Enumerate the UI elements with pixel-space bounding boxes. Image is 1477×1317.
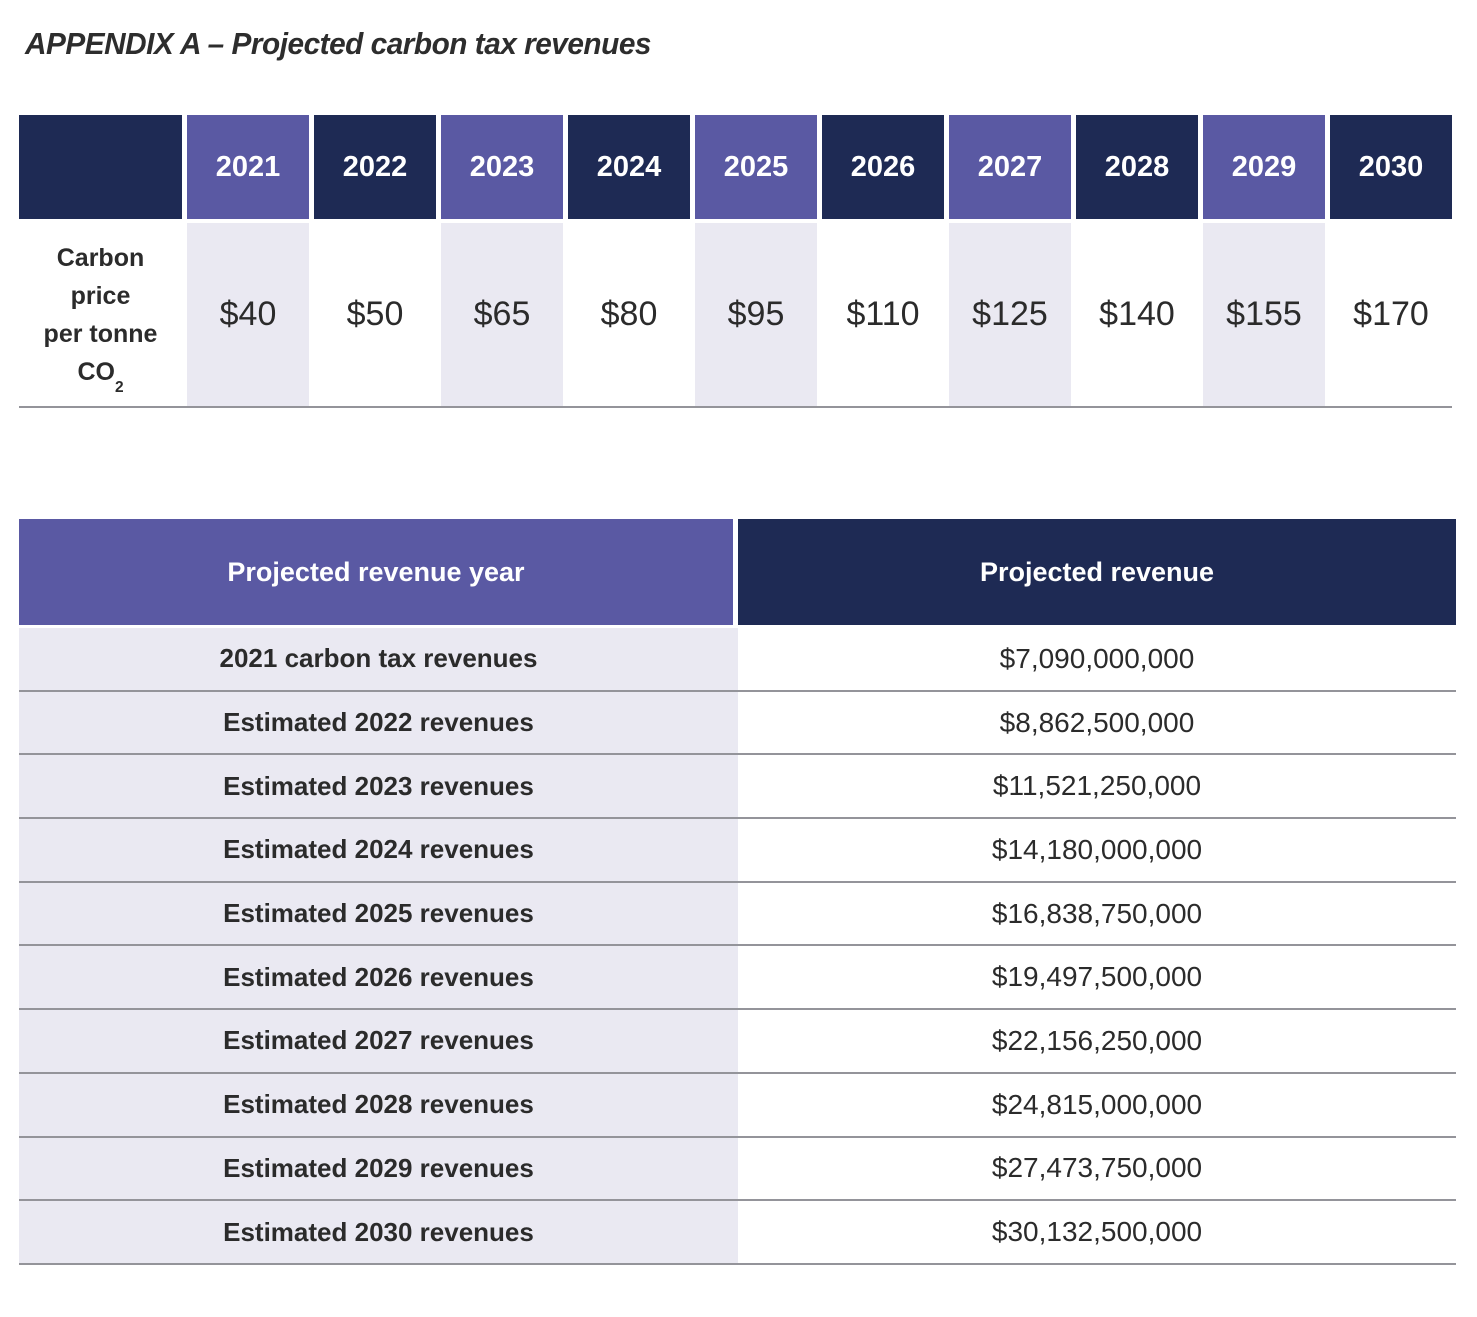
revenue-row-value: $27,473,750,000 bbox=[738, 1137, 1456, 1200]
price-cell-2030: $170 bbox=[1325, 223, 1452, 406]
revenue-row-2030: Estimated 2030 revenues $30,132,500,000 bbox=[19, 1201, 1456, 1265]
revenue-row-label: Estimated 2029 revenues bbox=[19, 1137, 738, 1200]
label-line-co2: CO2 bbox=[77, 357, 124, 396]
price-cell-2029: $155 bbox=[1198, 223, 1325, 406]
revenue-row-label: Estimated 2025 revenues bbox=[19, 882, 738, 945]
label-line-3: per tonne bbox=[43, 319, 158, 348]
label-line-1: Carbon bbox=[56, 243, 145, 272]
revenue-row-2023: Estimated 2023 revenues $11,521,250,000 bbox=[19, 755, 1456, 820]
carbon-price-table-body-row: Carbon price per tonne CO2 $40 $50 $65 $… bbox=[19, 223, 1452, 406]
year-header-2026: 2026 bbox=[817, 115, 944, 219]
header-projected-revenue-year: Projected revenue year bbox=[19, 519, 733, 625]
carbon-price-row-label: Carbon price per tonne CO2 bbox=[19, 223, 182, 406]
revenue-row-value: $7,090,000,000 bbox=[738, 628, 1456, 690]
revenue-row-label: Estimated 2023 revenues bbox=[19, 755, 738, 818]
year-header-2029: 2029 bbox=[1198, 115, 1325, 219]
revenue-row-2022: Estimated 2022 revenues $8,862,500,000 bbox=[19, 691, 1456, 756]
price-cell-2024: $80 bbox=[563, 223, 690, 406]
revenue-row-2028: Estimated 2028 revenues $24,815,000,000 bbox=[19, 1073, 1456, 1138]
revenue-row-label: Estimated 2026 revenues bbox=[19, 946, 738, 1009]
revenue-row-value: $24,815,000,000 bbox=[738, 1073, 1456, 1136]
label-line-2: price bbox=[70, 281, 131, 310]
price-cell-2022: $50 bbox=[309, 223, 436, 406]
revenue-row-value: $16,838,750,000 bbox=[738, 882, 1456, 945]
carbon-price-row-label-text: Carbon price per tonne CO2 bbox=[43, 239, 158, 396]
revenue-row-value: $8,862,500,000 bbox=[738, 691, 1456, 754]
year-header-2023: 2023 bbox=[436, 115, 563, 219]
price-cell-2023: $65 bbox=[436, 223, 563, 406]
price-cell-2026: $110 bbox=[817, 223, 944, 406]
revenue-row-label: Estimated 2022 revenues bbox=[19, 691, 738, 754]
price-cell-2021: $40 bbox=[182, 223, 309, 406]
price-cell-2028: $140 bbox=[1071, 223, 1198, 406]
blank-corner-cell bbox=[19, 115, 182, 219]
revenue-row-2024: Estimated 2024 revenues $14,180,000,000 bbox=[19, 819, 1456, 883]
co2-subscript: 2 bbox=[114, 379, 124, 396]
revenue-row-2025: Estimated 2025 revenues $16,838,750,000 bbox=[19, 882, 1456, 947]
year-header-2025: 2025 bbox=[690, 115, 817, 219]
revenue-row-value: $30,132,500,000 bbox=[738, 1201, 1456, 1263]
projected-revenue-header-row: Projected revenue year Projected revenue bbox=[19, 519, 1456, 625]
page-title: APPENDIX A – Projected carbon tax revenu… bbox=[25, 26, 651, 61]
year-header-2022: 2022 bbox=[309, 115, 436, 219]
revenue-row-value: $11,521,250,000 bbox=[738, 755, 1456, 818]
revenue-row-2029: Estimated 2029 revenues $27,473,750,000 bbox=[19, 1137, 1456, 1202]
revenue-row-label: Estimated 2028 revenues bbox=[19, 1073, 738, 1136]
carbon-price-table: 2021 2022 2023 2024 2025 2026 2027 2028 … bbox=[19, 115, 1452, 408]
year-header-2027: 2027 bbox=[944, 115, 1071, 219]
year-header-2024: 2024 bbox=[563, 115, 690, 219]
revenue-row-label: Estimated 2030 revenues bbox=[19, 1201, 738, 1263]
year-header-2021: 2021 bbox=[182, 115, 309, 219]
revenue-row-label: Estimated 2027 revenues bbox=[19, 1010, 738, 1072]
carbon-price-table-header-row: 2021 2022 2023 2024 2025 2026 2027 2028 … bbox=[19, 115, 1452, 219]
revenue-row-2021: 2021 carbon tax revenues $7,090,000,000 bbox=[19, 628, 1456, 692]
year-header-2030: 2030 bbox=[1325, 115, 1452, 219]
revenue-row-value: $14,180,000,000 bbox=[738, 819, 1456, 881]
revenue-row-2027: Estimated 2027 revenues $22,156,250,000 bbox=[19, 1010, 1456, 1074]
revenue-row-value: $19,497,500,000 bbox=[738, 946, 1456, 1009]
revenue-row-label: Estimated 2024 revenues bbox=[19, 819, 738, 881]
revenue-row-2026: Estimated 2026 revenues $19,497,500,000 bbox=[19, 946, 1456, 1011]
revenue-row-value: $22,156,250,000 bbox=[738, 1010, 1456, 1072]
header-projected-revenue: Projected revenue bbox=[738, 519, 1456, 625]
revenue-row-label: 2021 carbon tax revenues bbox=[19, 628, 738, 690]
projected-revenue-table: Projected revenue year Projected revenue… bbox=[19, 519, 1456, 1265]
price-cell-2027: $125 bbox=[944, 223, 1071, 406]
year-header-2028: 2028 bbox=[1071, 115, 1198, 219]
price-cell-2025: $95 bbox=[690, 223, 817, 406]
